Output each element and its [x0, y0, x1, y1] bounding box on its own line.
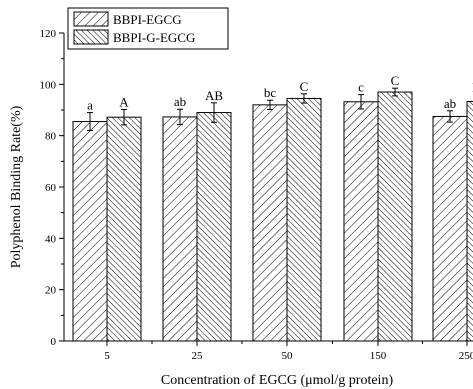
- significance-label: ab: [174, 94, 186, 109]
- bar-bbpi-g-egcg-150: [377, 91, 413, 342]
- bar-bbpi-egcg-25: [162, 116, 198, 342]
- bar-bbpi-g-egcg-50: [286, 97, 322, 342]
- significance-label: C: [391, 73, 400, 88]
- y-axis-title: Polyphenol Binding Rate(%): [9, 105, 24, 268]
- y-tick-label: 40: [45, 233, 57, 245]
- significance-label: A: [119, 94, 129, 109]
- significance-label: AB: [205, 88, 223, 103]
- significance-label: bc: [264, 85, 277, 100]
- x-tick-label: 250: [459, 350, 473, 362]
- legend-label: BBPI-EGCG: [113, 12, 182, 27]
- bar-bbpi-egcg-5: [72, 121, 108, 342]
- significance-label: ab: [444, 96, 456, 111]
- legend-swatch: [73, 29, 109, 45]
- y-tick-label: 80: [45, 131, 57, 143]
- bar-bbpi-egcg-250: [432, 115, 468, 342]
- significance-label: C: [300, 79, 309, 94]
- x-tick-label: 50: [282, 350, 294, 362]
- bar-bbpi-egcg-50: [252, 104, 288, 342]
- x-tick-label: 150: [370, 350, 387, 362]
- legend-swatch: [73, 11, 109, 27]
- bar-bbpi-g-egcg-25: [196, 112, 232, 342]
- y-tick-label: 100: [40, 79, 57, 91]
- y-tick-label: 60: [45, 182, 57, 194]
- x-tick-label: 5: [104, 350, 110, 362]
- x-tick-label: 25: [192, 350, 204, 362]
- bar-bbpi-g-egcg-5: [106, 116, 142, 342]
- legend-label: BBPI-G-EGCG: [113, 30, 195, 45]
- y-tick-label: 20: [45, 285, 57, 297]
- significance-label: c: [358, 80, 364, 95]
- y-tick-label: 120: [40, 28, 57, 40]
- bar-bbpi-g-egcg-250: [466, 101, 473, 342]
- y-tick-label: 0: [51, 336, 57, 348]
- x-axis-title: Concentration of EGCG (μmol/g protein): [161, 373, 394, 388]
- bar-bbpi-egcg-150: [343, 101, 379, 342]
- significance-label: a: [87, 98, 93, 113]
